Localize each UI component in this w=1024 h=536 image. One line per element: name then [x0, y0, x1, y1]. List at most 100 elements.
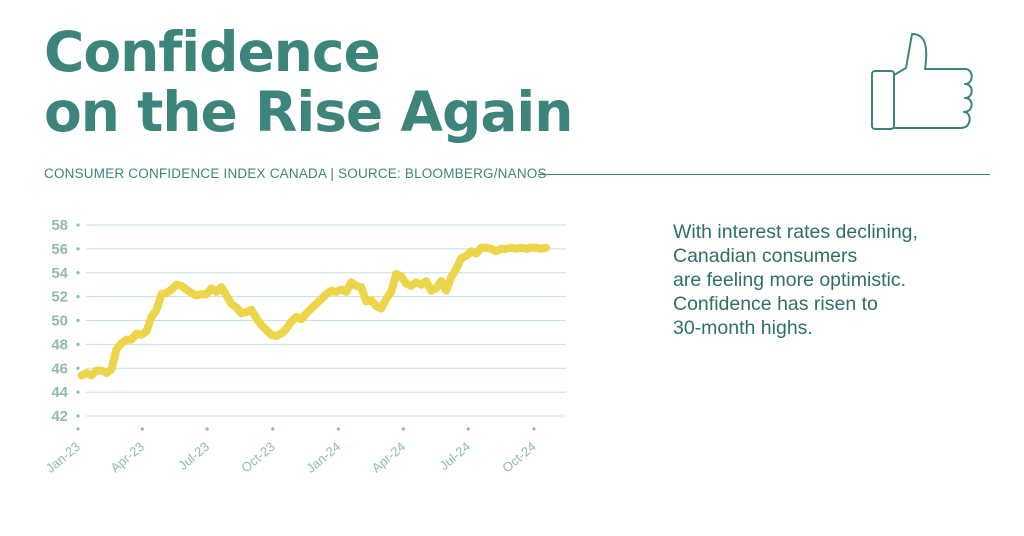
data-point	[535, 246, 537, 249]
data-point	[210, 287, 213, 290]
title-line: Confidence	[44, 20, 381, 84]
data-point	[400, 275, 403, 278]
chart-subtitle: CONSUMER CONFIDENCE INDEX CANADA | SOURC…	[44, 166, 547, 181]
data-point	[205, 293, 208, 295]
data-point	[80, 374, 83, 377]
data-point	[165, 292, 168, 294]
data-point	[175, 283, 178, 286]
data-point	[95, 369, 98, 372]
data-point	[440, 280, 442, 282]
y-tick-label: 48	[51, 336, 68, 353]
data-point	[340, 288, 343, 291]
data-point	[285, 328, 288, 330]
y-tick-label: 42	[51, 408, 68, 425]
data-point	[215, 291, 218, 293]
data-point	[110, 368, 113, 371]
data-point	[525, 248, 527, 250]
data-point	[255, 317, 258, 319]
data-point	[375, 305, 378, 307]
y-tick-label: 44	[51, 384, 68, 401]
data-point	[160, 293, 163, 295]
data-point	[520, 246, 522, 249]
data-point	[460, 257, 462, 260]
x-tick-dot	[205, 427, 209, 431]
data-point	[455, 268, 457, 270]
y-tick-dot	[76, 271, 80, 275]
data-point	[355, 285, 358, 287]
data-point	[295, 316, 298, 318]
data-point	[130, 338, 133, 341]
data-point	[335, 291, 338, 293]
data-point	[450, 276, 452, 279]
data-point	[540, 248, 542, 250]
header-rule	[538, 174, 990, 175]
data-point	[495, 250, 497, 253]
data-point	[170, 288, 173, 291]
data-point	[140, 334, 143, 336]
data-point	[105, 372, 108, 374]
y-tick-dot	[76, 390, 80, 394]
line-chart: 42 44 46 48 50 52 54 56 58 Jan-23 Apr-23 Jul-23 Oct…	[43, 217, 566, 476]
y-tick-label: 50	[51, 313, 68, 330]
data-point	[270, 334, 273, 336]
data-point	[275, 335, 278, 337]
thumbs-up-icon	[871, 33, 973, 130]
data-point	[510, 246, 512, 249]
data-point	[470, 250, 472, 253]
data-point	[490, 248, 492, 250]
data-point	[350, 281, 353, 284]
data-point	[245, 311, 248, 313]
commentary-line: With interest rates declining,	[673, 221, 918, 243]
data-point	[390, 291, 393, 293]
x-tick-label: Jul-24	[436, 439, 473, 473]
data-point	[365, 300, 368, 303]
series-line	[77, 243, 550, 380]
data-point	[505, 248, 507, 250]
data-point	[395, 273, 398, 275]
data-point	[435, 287, 438, 290]
data-point	[500, 248, 502, 250]
data-point	[190, 292, 193, 294]
data-point	[220, 286, 223, 288]
data-point	[265, 329, 268, 331]
y-tick-label: 46	[51, 360, 68, 377]
data-point	[445, 289, 447, 292]
data-point	[405, 282, 408, 285]
x-tick-dot	[532, 427, 536, 431]
y-tick-dot	[76, 318, 80, 323]
y-tick-dot	[76, 247, 80, 251]
y-tick-label: 54	[51, 265, 68, 282]
data-point	[230, 303, 233, 305]
data-point	[290, 320, 293, 323]
data-point	[370, 299, 373, 301]
x-tick-dot	[466, 427, 470, 431]
commentary-line: Confidence has risen to	[673, 293, 878, 315]
data-point	[420, 283, 423, 286]
x-tick-label: Jul-23	[175, 439, 212, 473]
x-tick-label: Oct-23	[238, 439, 278, 476]
data-point	[150, 316, 153, 318]
x-tick-label: Jan-24	[303, 439, 343, 476]
x-tick-dot	[336, 427, 341, 431]
data-point	[480, 246, 482, 249]
data-point	[325, 293, 328, 295]
data-point	[305, 312, 308, 315]
data-point	[425, 280, 428, 282]
data-point	[100, 369, 103, 372]
data-point	[135, 332, 138, 335]
y-tick-dot	[76, 295, 80, 299]
data-point	[530, 246, 532, 249]
page-title: Confidence on the Rise Again	[44, 22, 744, 142]
data-point	[145, 330, 148, 332]
data-point	[195, 294, 198, 297]
y-tick-label: 52	[51, 289, 68, 306]
x-tick-label: Jan-23	[43, 439, 83, 476]
data-point	[260, 324, 263, 327]
commentary-line: Canadian consumers	[673, 245, 858, 267]
x-tick-dot	[76, 427, 80, 431]
data-point	[225, 294, 228, 297]
data-point	[385, 298, 388, 300]
y-tick-dot	[76, 223, 80, 227]
data-point	[320, 298, 323, 300]
data-point	[430, 289, 433, 292]
